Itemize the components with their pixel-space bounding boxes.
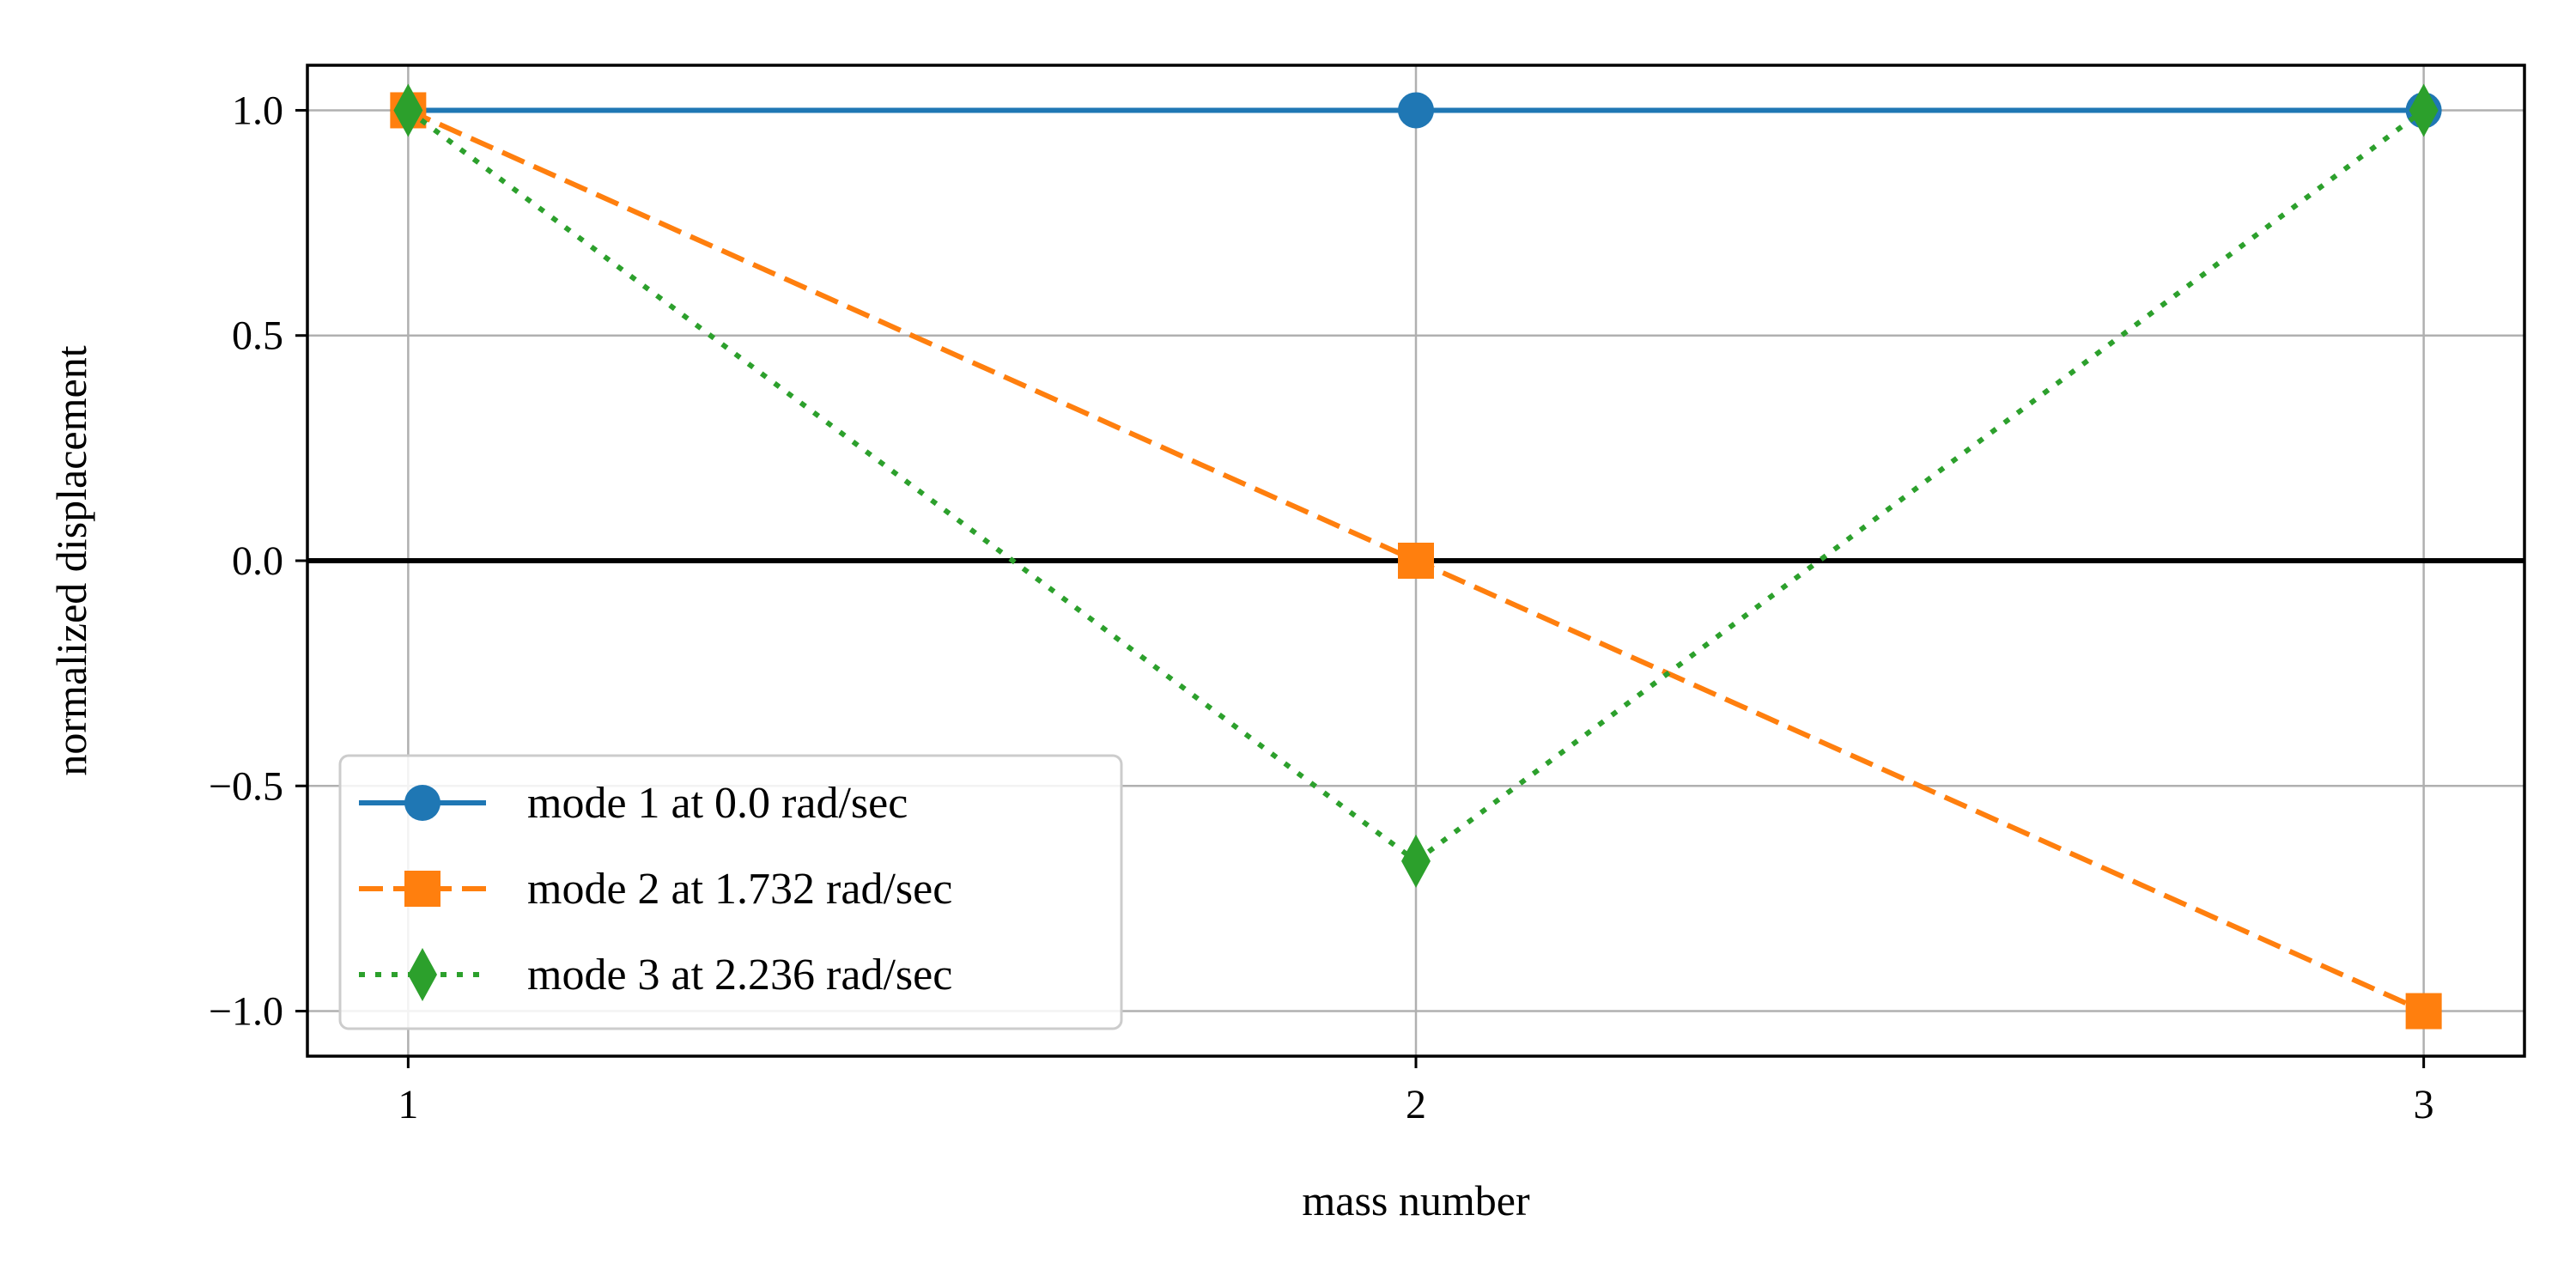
x-axis-ticks: 1 2 3 [398,1056,2434,1127]
data-point-mode-3-mass-3 [2409,83,2439,137]
y-tick-label: −0.5 [209,763,283,809]
legend-box [338,754,1123,1030]
legend-label: mode 1 at 0.0 rad/sec [527,779,908,828]
series-mode-3 [393,83,2439,888]
y-axis-label: normalized displacement [47,345,95,775]
legend-marker-square [404,871,440,907]
legend-entry-mode-1: mode 1 at 0.0 rad/sec [359,779,908,828]
y-tick-label: 1.0 [232,88,283,133]
x-tick-label: 3 [2414,1082,2434,1127]
legend-entry-mode-3: mode 3 at 2.236 rad/sec [359,948,952,1001]
data-point-mode-3-mass-1 [393,83,423,137]
y-tick-label: 0.5 [232,313,283,359]
data-point-mode-2-mass-2 [1398,543,1434,579]
legend-marker-circle [404,785,440,821]
y-tick-label: −1.0 [209,989,283,1035]
legend-label: mode 2 at 1.732 rad/sec [527,865,952,914]
x-tick-label: 1 [398,1082,418,1127]
legend: mode 1 at 0.0 rad/sec mode 2 at 1.732 rad… [338,754,1123,1030]
x-tick-label: 2 [1406,1082,1426,1127]
legend-entry-mode-2: mode 2 at 1.732 rad/sec [359,865,952,914]
legend-marker-diamond [408,948,437,1001]
data-point-mode-3-mass-2 [1401,834,1431,888]
y-tick-label: 0.0 [232,538,283,584]
series-layer [390,83,2442,1030]
y-axis-ticks: −1.0 −0.5 0.0 0.5 1.0 [209,88,307,1035]
legend-label: mode 3 at 2.236 rad/sec [527,951,952,999]
data-point-mode-1-mass-2 [1398,92,1434,129]
x-axis-label: mass number [1302,1176,1530,1224]
data-point-mode-2-mass-3 [2405,993,2442,1030]
